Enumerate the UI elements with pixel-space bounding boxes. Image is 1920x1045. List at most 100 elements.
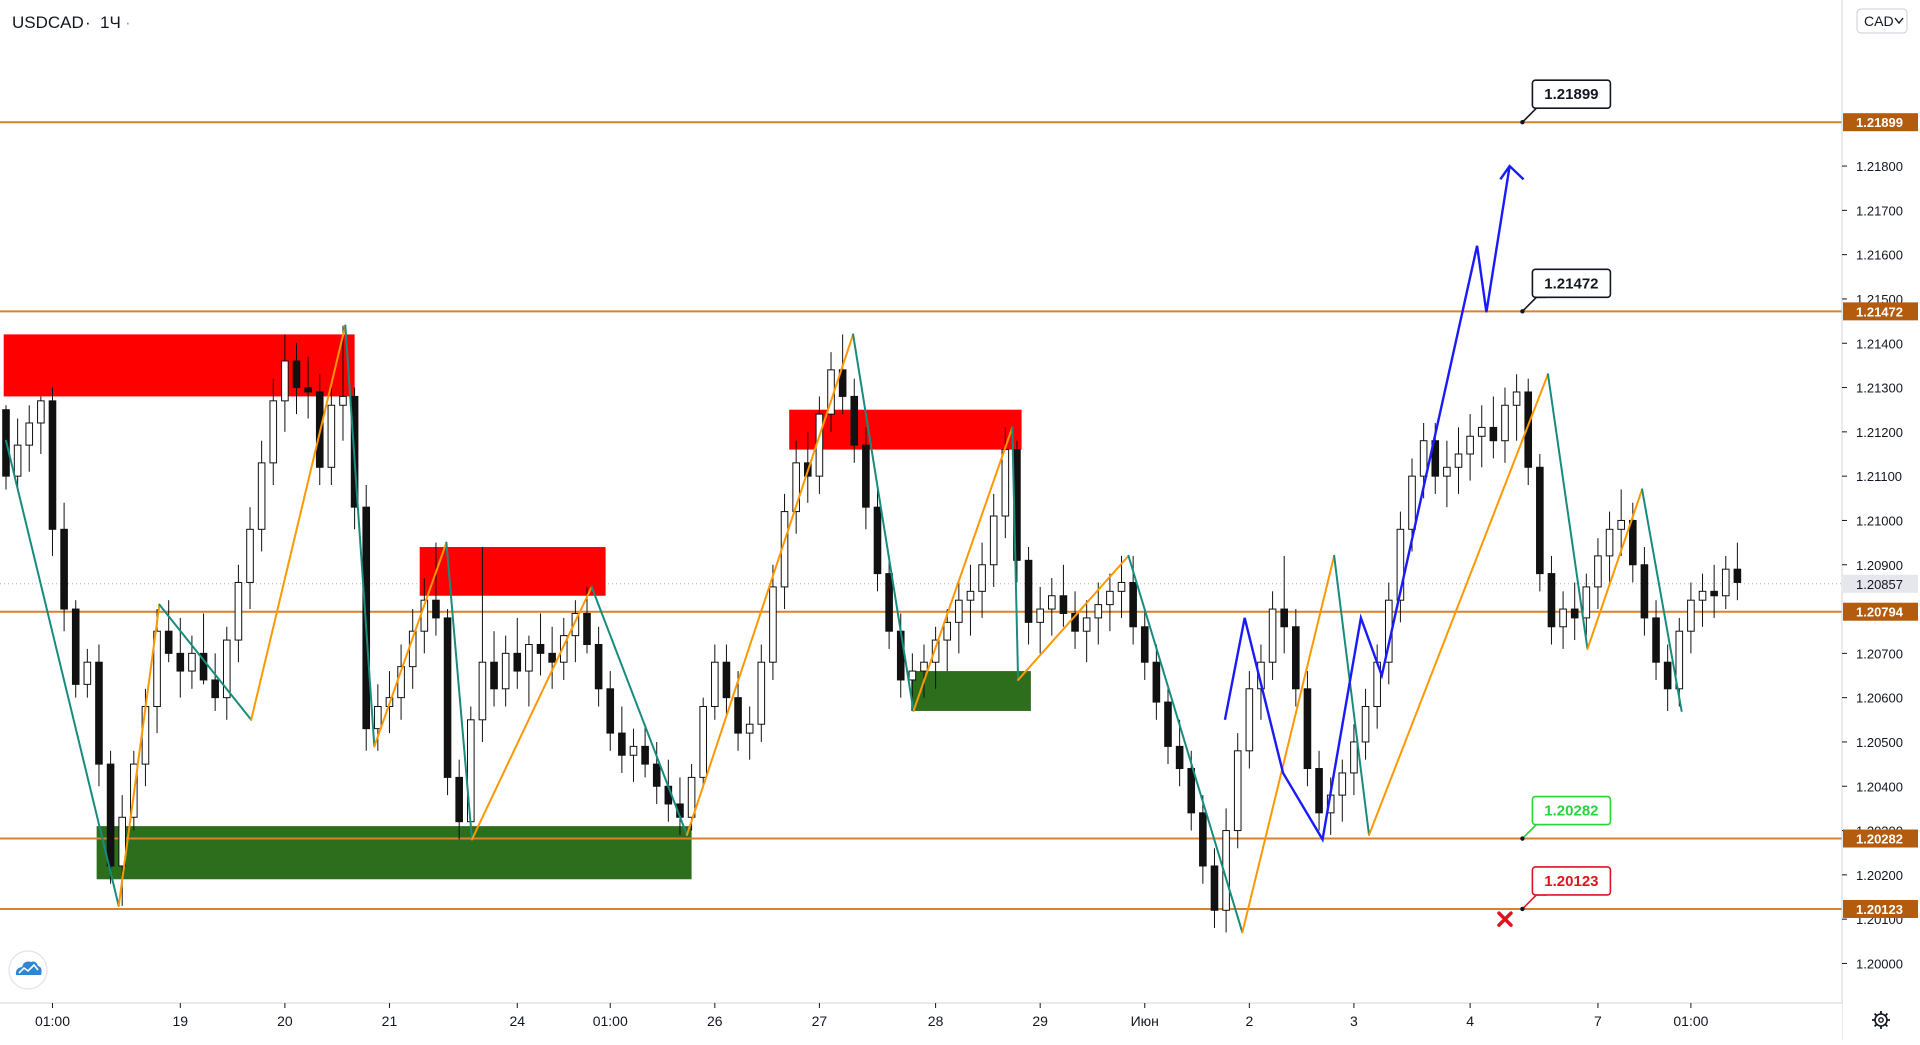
chart-header: USDCAD · 1Ч · xyxy=(12,13,131,32)
price-tick-label: 1.20700 xyxy=(1856,646,1903,661)
price-axis-panel[interactable] xyxy=(1842,0,1920,1040)
candle-body xyxy=(48,400,57,530)
candle xyxy=(1443,440,1451,508)
time-tick-label: 19 xyxy=(173,1013,189,1029)
price-callout[interactable]: 1.21472 xyxy=(1520,268,1612,314)
candle-body xyxy=(652,763,661,787)
candle-body xyxy=(1245,688,1254,752)
candle xyxy=(1071,591,1079,649)
zigzag-segment xyxy=(1333,554,1371,836)
callout-label: 1.21899 xyxy=(1544,86,1598,103)
callout-box[interactable] xyxy=(1531,866,1612,896)
candle xyxy=(211,653,219,711)
candle xyxy=(1640,547,1649,636)
candle xyxy=(1547,555,1556,645)
level-price-tag[interactable] xyxy=(1843,602,1918,621)
candle-body xyxy=(1001,449,1010,517)
level-price-tag[interactable] xyxy=(1843,829,1918,848)
candle xyxy=(234,564,243,663)
level-price-tag[interactable] xyxy=(1843,302,1918,321)
candle-body xyxy=(1048,595,1056,610)
candle-body xyxy=(1570,608,1579,619)
chevron-down-icon[interactable] xyxy=(1894,17,1904,25)
candle xyxy=(1594,538,1602,610)
gear-icon-hub[interactable] xyxy=(1878,1017,1884,1023)
candle xyxy=(1059,564,1068,627)
callout-box[interactable] xyxy=(1531,795,1612,826)
candle xyxy=(629,728,638,782)
callout-box[interactable] xyxy=(1531,79,1612,109)
candle xyxy=(536,613,545,676)
time-tick-label: 4 xyxy=(1466,1013,1474,1029)
time-axis-panel[interactable] xyxy=(0,1003,1842,1040)
level-price-tag[interactable] xyxy=(1843,899,1918,918)
currency-button[interactable]: CAD xyxy=(1856,8,1908,34)
price-tick-label: 1.21600 xyxy=(1856,248,1903,263)
candle-body xyxy=(1292,626,1300,690)
last-price-tag[interactable] xyxy=(1843,574,1918,593)
candle-body xyxy=(699,706,708,778)
tradingview-cloud-icon[interactable] xyxy=(8,950,48,990)
candle-body xyxy=(525,643,533,672)
time-tick-label: 28 xyxy=(928,1013,944,1029)
candle xyxy=(862,427,870,530)
currency-button-label[interactable]: CAD xyxy=(1864,13,1894,29)
candle xyxy=(1117,555,1126,618)
candle-body xyxy=(1408,475,1416,530)
candle-body xyxy=(559,635,568,663)
candle xyxy=(1268,591,1277,680)
candle-body xyxy=(1733,568,1742,583)
price-callout[interactable]: 1.20123 xyxy=(1520,866,1612,912)
level-price-tag-label: 1.21899 xyxy=(1856,115,1903,130)
price-tick-label: 1.21300 xyxy=(1856,381,1903,396)
candle xyxy=(1245,671,1254,769)
candle-body xyxy=(106,763,115,867)
candle xyxy=(1082,600,1091,663)
candle xyxy=(571,600,580,663)
candle xyxy=(548,626,556,689)
timeframe-label[interactable]: 1Ч xyxy=(100,13,121,32)
candle-body xyxy=(966,590,975,601)
supply-zone-0 xyxy=(3,334,355,397)
level-price-tag-label: 1.20794 xyxy=(1856,605,1904,620)
currency-button-frame[interactable] xyxy=(1856,8,1908,34)
candle-body xyxy=(199,652,208,681)
level-price-tags: 1.21899 1.21472 1.20794 1.20282 1.20123 1.208… xyxy=(1843,113,1918,918)
candle xyxy=(501,635,510,707)
zigzag-segment xyxy=(1017,554,1130,681)
gear-icon-teeth[interactable] xyxy=(1872,1011,1890,1029)
candle xyxy=(327,387,336,486)
candle-body xyxy=(374,706,382,730)
logo-cloud[interactable] xyxy=(15,961,42,976)
candle-body xyxy=(1710,590,1718,597)
candle-body xyxy=(873,506,882,575)
forecast-path[interactable] xyxy=(1223,165,1511,843)
candle xyxy=(1524,378,1533,486)
callout-anchor xyxy=(1520,119,1525,125)
time-tick-label: 2 xyxy=(1245,1013,1253,1029)
candle-body xyxy=(1559,608,1567,628)
candle xyxy=(1617,489,1625,556)
price-callout[interactable]: 1.21899 xyxy=(1520,79,1612,125)
candle-body xyxy=(83,661,92,685)
candle xyxy=(1570,582,1579,641)
zigzag-segment xyxy=(590,585,688,836)
price-callout[interactable]: 1.20282 xyxy=(1520,795,1612,841)
candle xyxy=(1152,644,1161,720)
candle-body xyxy=(234,581,243,641)
callout-label: 1.20123 xyxy=(1544,873,1598,890)
symbol-label[interactable]: USDCAD xyxy=(12,13,84,32)
candle xyxy=(455,759,463,840)
candle-body xyxy=(1431,440,1440,477)
level-price-tag[interactable] xyxy=(1843,113,1918,132)
candle-body xyxy=(1071,612,1079,632)
candle-body xyxy=(1210,865,1219,911)
candle xyxy=(1652,600,1660,680)
gear-icon[interactable] xyxy=(1872,1011,1890,1029)
logo-wave[interactable] xyxy=(18,963,39,974)
callout-box[interactable] xyxy=(1531,268,1612,299)
candle xyxy=(199,613,208,685)
zigzag-segment xyxy=(1241,554,1336,934)
